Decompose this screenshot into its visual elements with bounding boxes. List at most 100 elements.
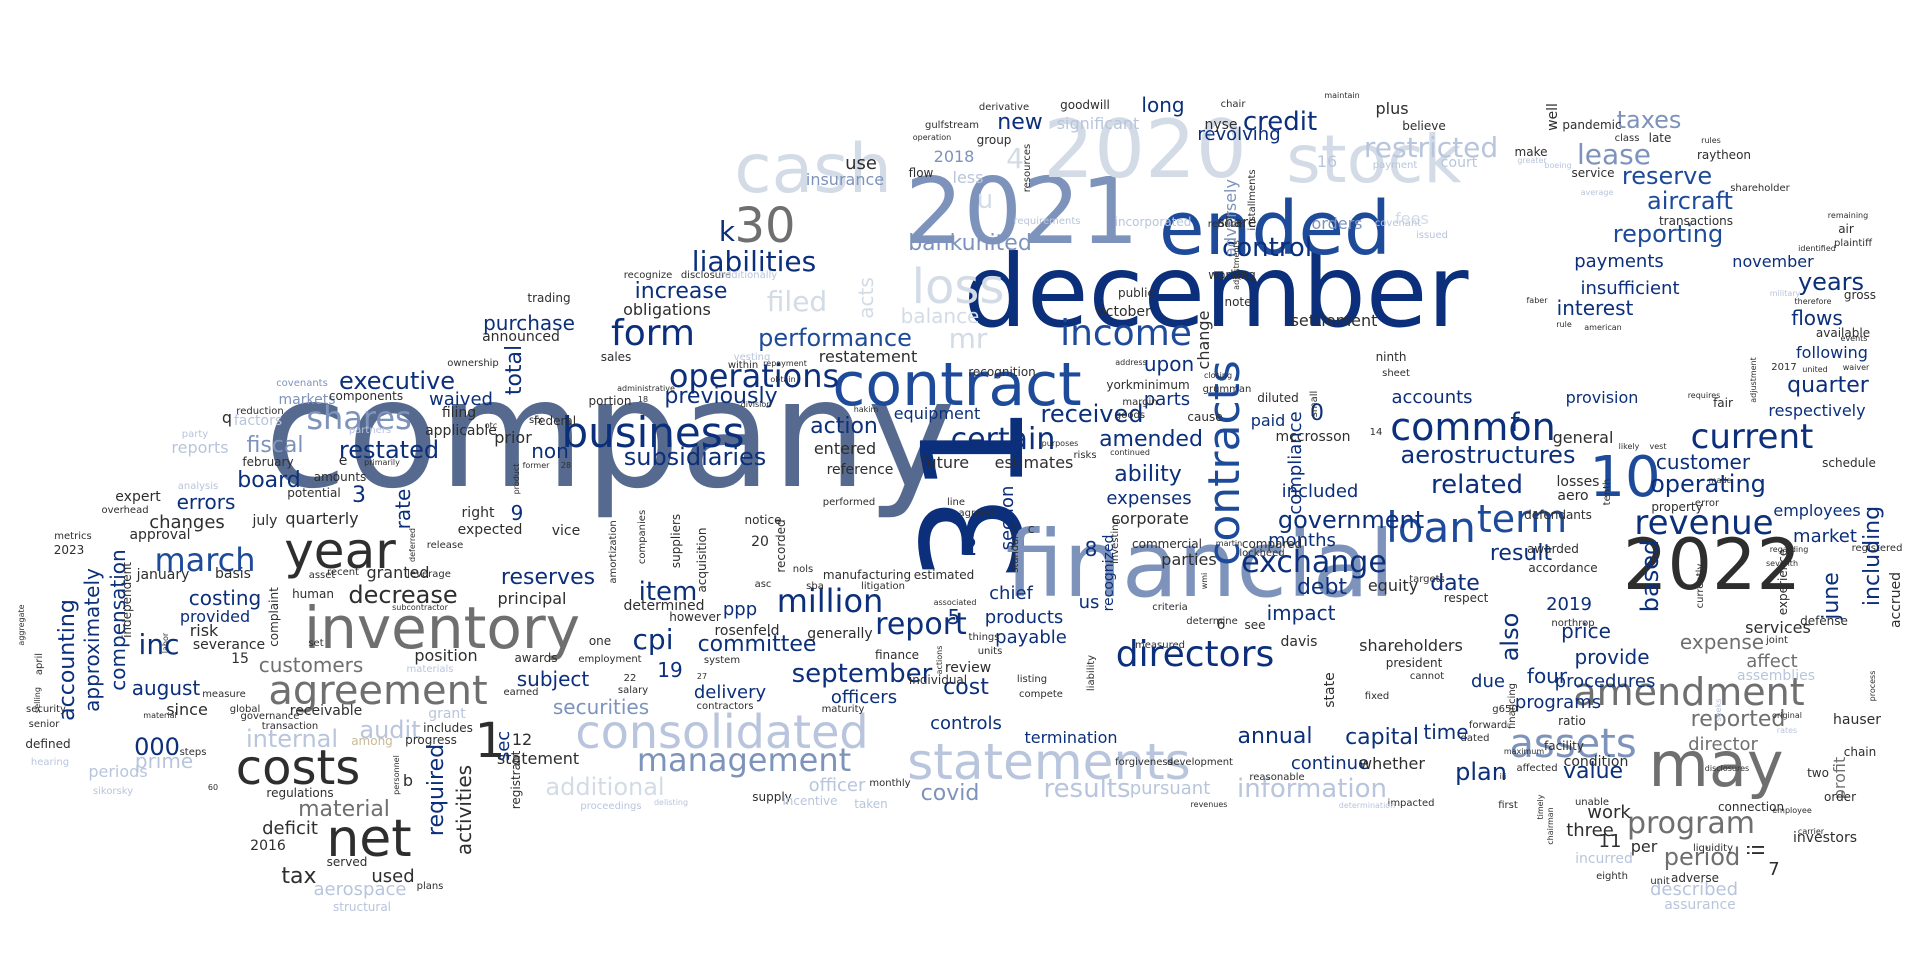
word-rules: rules xyxy=(1701,136,1721,145)
word-line: line xyxy=(946,497,966,508)
word-cpi: cpi xyxy=(632,623,674,656)
word-manufacturing: manufacturing xyxy=(822,568,912,582)
word-progress: progress xyxy=(405,733,457,747)
word-rule: rule xyxy=(1556,320,1572,329)
word-exchange: exchange xyxy=(1241,545,1387,580)
word-small: small xyxy=(1309,390,1320,418)
word-sikorsky: sikorsky xyxy=(92,786,134,797)
word-reserve: reserve xyxy=(1621,162,1713,190)
word-overhead: overhead xyxy=(101,505,149,516)
word-set: set xyxy=(308,638,324,649)
word-transaction: transaction xyxy=(261,721,319,732)
word-granted: granted xyxy=(366,563,430,582)
word-payable: payable xyxy=(995,627,1067,648)
word-derivative: derivative xyxy=(978,102,1030,113)
word-yorkminimum: yorkminimum xyxy=(1106,378,1190,392)
word-approximately: approximately xyxy=(80,568,104,712)
word-litigation: litigation xyxy=(861,581,905,592)
word-orders: orders xyxy=(1311,214,1363,233)
word-operating: operating xyxy=(1650,470,1766,498)
word-supply: supply xyxy=(752,790,792,804)
word-14: 14 xyxy=(1369,427,1383,438)
word-diluted: diluted xyxy=(1257,391,1299,405)
word-estimates: estimates xyxy=(994,453,1074,472)
word-used: used xyxy=(371,866,415,887)
word-2021: 2021 xyxy=(904,158,1140,265)
word-things: things xyxy=(968,632,1000,643)
word-december: december xyxy=(963,233,1469,350)
word-provide: provide xyxy=(1574,645,1650,669)
word-0: 0 xyxy=(1310,401,1324,426)
word-issued: issued xyxy=(1415,230,1449,241)
word-e: e xyxy=(338,453,348,469)
word-aerospace: aerospace xyxy=(313,879,407,900)
word-february: february xyxy=(242,455,294,469)
word-customers: customers xyxy=(258,653,364,677)
word-adjustment: adjustment xyxy=(1749,357,1758,403)
word-received: received xyxy=(1040,400,1144,428)
word-2018: 2018 xyxy=(933,147,975,166)
word-accounting: accounting xyxy=(55,599,80,721)
word-whether: whether xyxy=(1359,754,1425,773)
word-deferred: deferred xyxy=(408,528,417,562)
word-result: result xyxy=(1489,541,1553,566)
word-maturity: maturity xyxy=(821,704,865,715)
word-loan: loan xyxy=(1386,503,1476,552)
word-employees: employees xyxy=(1773,501,1861,520)
word-form: form xyxy=(611,313,695,354)
word-state: state xyxy=(1322,672,1338,708)
word-hearing: hearing xyxy=(30,757,70,768)
word-stock: stock xyxy=(1286,121,1462,198)
word-northrop: northrop xyxy=(1551,618,1595,629)
word-payments: payments xyxy=(1574,251,1664,272)
word-individual: individual xyxy=(908,673,968,687)
word-affected: affected xyxy=(1516,763,1558,774)
word-goods: goods xyxy=(1114,410,1146,421)
word-note: note xyxy=(1224,295,1252,309)
word-rosenfeld: rosenfeld xyxy=(714,623,780,639)
word-former: former xyxy=(522,461,550,470)
word-reduce: reduce xyxy=(1207,219,1243,230)
word-selling: selling xyxy=(33,687,42,713)
word-16: 16 xyxy=(1316,152,1338,171)
word-risks: risks xyxy=(1073,450,1097,461)
word-fiscal: fiscal xyxy=(246,433,304,458)
word-includes: includes xyxy=(423,721,473,735)
word-events: events xyxy=(1840,334,1868,343)
word-incorporated: incorporated xyxy=(1114,215,1192,229)
word-original: original xyxy=(1772,711,1802,720)
word-30: 30 xyxy=(734,198,796,254)
word-significant: significant xyxy=(1056,114,1140,133)
word-insufficient: insufficient xyxy=(1580,278,1680,299)
word-human: human xyxy=(292,587,334,601)
word-acts: acts xyxy=(854,277,878,319)
word-complaint: complaint xyxy=(267,587,281,647)
word-unable: unable xyxy=(1574,797,1610,808)
word-share: share xyxy=(1217,215,1257,231)
word-including: including xyxy=(1860,505,1885,607)
word-revenues: revenues xyxy=(1190,800,1228,809)
word-revenue: revenue xyxy=(1634,503,1774,543)
word-employment: employment xyxy=(578,654,642,665)
word-adverse: adverse xyxy=(1670,871,1720,885)
word-division: division xyxy=(740,400,772,409)
word-aerostructures: aerostructures xyxy=(1400,441,1576,469)
word-common: common xyxy=(1390,405,1556,449)
word-wmi: wmi xyxy=(1200,572,1209,590)
word-term: term xyxy=(1476,497,1568,541)
word-required: required xyxy=(424,743,449,837)
word-ratio: ratio xyxy=(1558,714,1586,728)
word-registered: registered xyxy=(1851,543,1903,554)
word-material-2: material xyxy=(143,711,177,720)
word-tax: tax xyxy=(281,864,317,889)
word-three: three xyxy=(1566,820,1614,841)
word-executive: executive xyxy=(338,367,456,395)
word-loss: loss xyxy=(911,259,1005,315)
word-15: 15 xyxy=(231,651,249,667)
word-transactions: transactions xyxy=(1658,214,1734,228)
word-september: september xyxy=(791,659,933,689)
word-goodwill: goodwill xyxy=(1060,98,1110,112)
word-employee: employee xyxy=(1772,806,1812,815)
word-nyse: nyse xyxy=(1204,117,1238,133)
word-measure: measure xyxy=(202,689,246,700)
